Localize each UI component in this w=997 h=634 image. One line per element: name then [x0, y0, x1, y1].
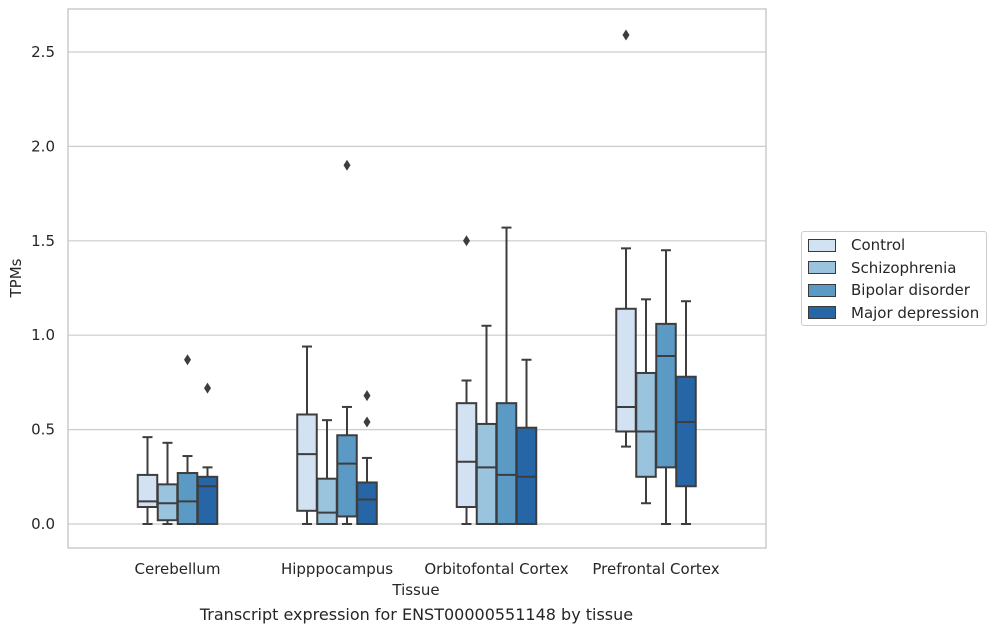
outlier-point [622, 29, 630, 41]
y-tick-label: 2.0 [31, 137, 55, 155]
box-body [455, 402, 478, 509]
legend-swatch [808, 261, 836, 274]
box-bipolar-disorder [176, 354, 199, 525]
box-schizophrenia [316, 419, 338, 525]
box-body [615, 307, 637, 433]
box-plot-marks [136, 29, 697, 526]
legend-swatch [808, 306, 836, 319]
legend: Control Schizophrenia Bipolar disorder Majo… [801, 231, 987, 326]
legend-item: Schizophrenia [808, 258, 956, 278]
x-tick-label: Orbitofontal Cortex [424, 560, 568, 578]
x-tick-labels: Cerebellum Hipppocampus Orbitofontal Corte… [135, 560, 720, 578]
box-control [615, 29, 637, 448]
box-body [336, 434, 358, 518]
box-major-depression [356, 390, 378, 525]
box-bipolar-disorder [495, 226, 518, 525]
box-schizophrenia [475, 324, 498, 526]
chart-caption: Transcript expression for ENST0000055114… [199, 605, 634, 624]
box-bipolar-disorder [336, 159, 358, 525]
box-bipolar-disorder [655, 249, 677, 525]
legend-label: Major depression [851, 303, 980, 322]
box-major-depression [515, 358, 538, 526]
y-tick-labels: 0.0 0.5 1.0 1.5 2.0 2.5 [31, 43, 55, 533]
outlier-point [363, 416, 371, 428]
y-tick-label: 1.0 [31, 326, 55, 344]
box-body [296, 413, 318, 512]
box-body [316, 477, 338, 525]
box-major-depression [675, 300, 697, 525]
y-tick-label: 0.5 [31, 421, 55, 439]
box-control [136, 436, 159, 525]
box-schizophrenia [156, 441, 179, 525]
x-tick-label: Hipppocampus [281, 560, 393, 578]
box-major-depression [196, 382, 219, 525]
outlier-point [463, 235, 470, 247]
y-tick-label: 0.0 [31, 515, 55, 533]
box-body [475, 422, 498, 526]
legend-item: Bipolar disorder [808, 280, 970, 300]
outlier-point [363, 390, 371, 402]
box-control [455, 235, 478, 525]
box-schizophrenia [635, 298, 657, 505]
y-tick-label: 1.5 [31, 232, 55, 250]
legend-item: Control [808, 235, 905, 255]
box-body [495, 402, 518, 525]
legend-label: Bipolar disorder [851, 281, 970, 299]
legend-swatch [808, 238, 836, 252]
legend-item: Major depression [808, 303, 979, 323]
box-body [635, 371, 657, 478]
plot-frame [67, 8, 767, 549]
outlier-point [204, 382, 211, 394]
outlier-point [184, 354, 191, 366]
outlier-point [343, 159, 351, 171]
x-tick-label: Prefrontal Cortex [592, 560, 719, 578]
x-axis-label: Tissue [391, 581, 439, 599]
legend-label: Schizophrenia [851, 258, 957, 277]
x-tick-label: Cerebellum [135, 560, 221, 578]
y-tick-label: 2.5 [31, 43, 55, 61]
box-body [196, 475, 219, 525]
box-body [675, 375, 697, 488]
legend-label: Control [851, 236, 906, 254]
box-body [176, 472, 199, 525]
legend-swatch [808, 283, 836, 297]
gridlines [68, 51, 766, 525]
y-axis-label: TPMs [7, 258, 25, 298]
box-control [296, 345, 318, 525]
box-body [655, 322, 677, 469]
box-body [356, 481, 378, 525]
